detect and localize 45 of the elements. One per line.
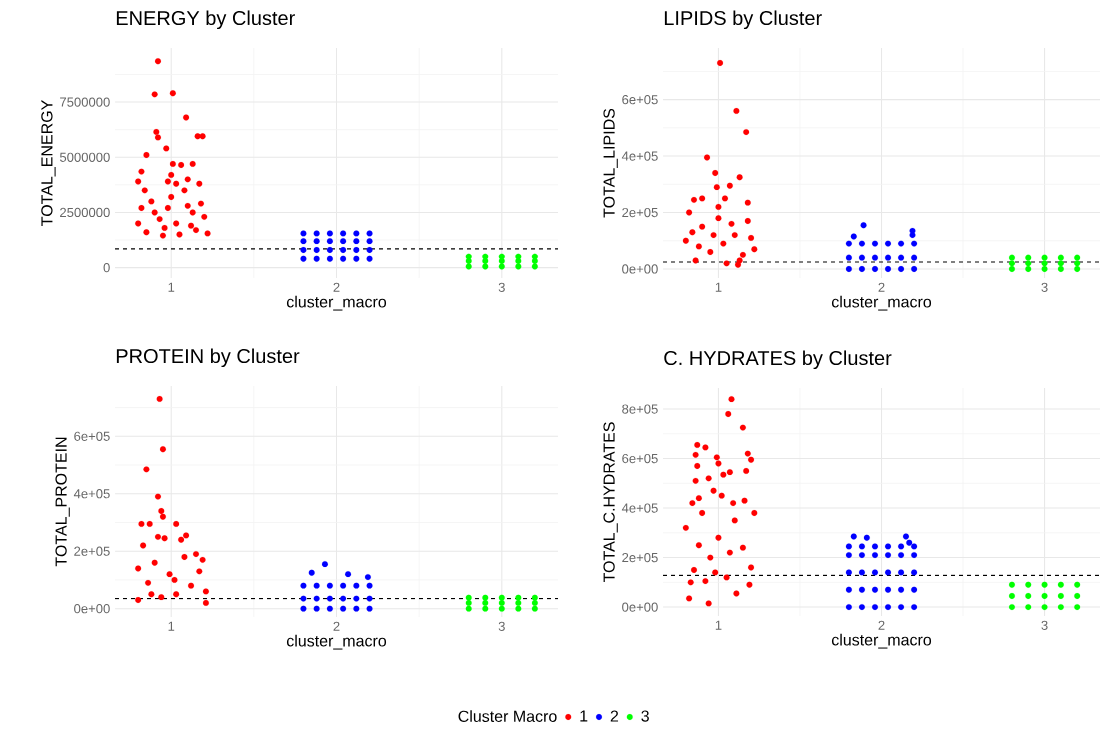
y-tick-label: 4e+05 bbox=[621, 151, 658, 161]
x-axis-title: cluster_macro bbox=[286, 634, 387, 650]
y-tick-label: 2e+05 bbox=[622, 207, 658, 218]
y-tick-label: 2e+05 bbox=[74, 546, 110, 556]
y-axis-title: TOTAL_C.HYDRATES bbox=[603, 422, 618, 583]
y-tick-label: 4e+05 bbox=[621, 503, 658, 513]
chart-title: LIPIDS by Cluster bbox=[664, 10, 822, 30]
y-tick-label: 5000000 bbox=[59, 152, 110, 162]
y-axis-title: TOTAL_LIPIDS bbox=[603, 108, 618, 218]
y-tick-label: 6e+05 bbox=[622, 453, 658, 464]
y-tick-label: 6e+05 bbox=[74, 431, 110, 441]
y-tick-label: 4e+05 bbox=[73, 489, 110, 499]
x-tick-label: 3 bbox=[498, 282, 505, 292]
x-tick-label: 1 bbox=[168, 621, 175, 631]
y-tick-label: 0e+00 bbox=[622, 264, 658, 274]
x-axis-title: cluster_macro bbox=[831, 633, 932, 649]
x-tick-label: 1 bbox=[715, 620, 722, 630]
legend-label: 3 bbox=[641, 710, 649, 722]
x-tick-label: 3 bbox=[498, 621, 505, 631]
x-tick-label: 1 bbox=[715, 282, 722, 292]
legend-label: 1 bbox=[580, 710, 588, 722]
y-tick-label: 7500000 bbox=[60, 97, 110, 107]
y-axis-title: TOTAL_PROTEIN bbox=[55, 437, 70, 567]
chart-title: C. HYDRATES by Cluster bbox=[664, 350, 892, 370]
x-tick-label: 2 bbox=[333, 282, 340, 292]
legend-label: 2 bbox=[610, 710, 619, 722]
y-tick-label: 0 bbox=[103, 263, 110, 273]
x-tick-label: 2 bbox=[878, 620, 885, 630]
x-tick-label: 2 bbox=[333, 621, 340, 631]
y-tick-label: 8e+05 bbox=[622, 404, 658, 414]
chart-title: PROTEIN by Cluster bbox=[116, 348, 300, 368]
y-tick-label: 6e+05 bbox=[622, 95, 658, 105]
y-tick-label: 2e+05 bbox=[622, 552, 658, 563]
legend-title: Cluster Macro bbox=[458, 710, 557, 722]
y-tick-label: 0e+00 bbox=[622, 602, 658, 612]
x-axis-title: cluster_macro bbox=[286, 295, 387, 311]
y-axis-title: TOTAL_ENERGY bbox=[41, 100, 56, 226]
chart-title: ENERGY by Cluster bbox=[116, 10, 295, 30]
x-tick-label: 1 bbox=[168, 282, 175, 292]
y-tick-label: 0e+00 bbox=[74, 604, 110, 614]
x-tick-label: 2 bbox=[878, 282, 885, 292]
y-tick-label: 2500000 bbox=[60, 207, 110, 218]
x-axis-title: cluster_macro bbox=[831, 295, 932, 311]
x-tick-label: 3 bbox=[1041, 282, 1048, 292]
x-tick-label: 3 bbox=[1041, 620, 1048, 630]
